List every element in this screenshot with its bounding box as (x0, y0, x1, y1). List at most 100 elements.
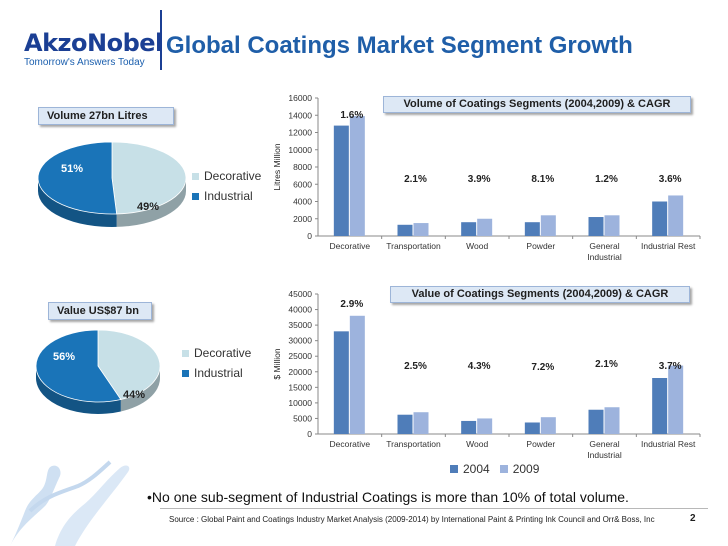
pie-volume-label: Volume 27bn Litres (38, 107, 174, 125)
x-tick-label: Transportation (386, 241, 441, 251)
legend-industrial: Industrial (204, 189, 253, 203)
x-tick-label: Industrial (587, 252, 622, 262)
bar-2004-decorative (333, 331, 349, 434)
pie-slice-label-decorative: 44% (123, 389, 145, 401)
y-tick-label: 12000 (288, 128, 312, 138)
y-tick-label: 2000 (293, 214, 312, 224)
bar-2004-wood (461, 222, 477, 236)
bar-2009-general-industrial (604, 215, 620, 236)
volume-bar-chart-title: Volume of Coatings Segments (2004,2009) … (383, 96, 691, 113)
pie-slice-label-industrial: 56% (53, 351, 75, 363)
akzonobel-figure-icon (10, 460, 130, 546)
pie-slice-industrial (37, 141, 118, 215)
legend-swatch-2004 (450, 465, 458, 473)
title-divider (160, 10, 162, 70)
bar-2004-powder (524, 422, 540, 434)
legend-decorative: Decorative (194, 346, 252, 360)
x-tick-label: Decorative (330, 439, 371, 449)
x-tick-label: Industrial (587, 450, 622, 460)
x-tick-label: Powder (526, 241, 555, 251)
value-bar-chart-title: Value of Coatings Segments (2004,2009) &… (390, 286, 690, 303)
bar-2004-decorative (333, 125, 349, 236)
y-tick-label: 35000 (288, 320, 312, 330)
page-title: Global Coatings Market Segment Growth (166, 32, 633, 59)
x-tick-label: Wood (466, 439, 488, 449)
cagr-annotation: 2.1% (595, 359, 618, 370)
bar-2004-powder (524, 222, 540, 236)
bar-2004-industrial-rest (652, 378, 668, 434)
footer-divider (160, 508, 708, 509)
legend-industrial: Industrial (194, 366, 243, 380)
pie-value-legend: Decorative Industrial (182, 343, 251, 383)
akzonobel-logo: AkzoNobel Tomorrow's Answers Today (24, 30, 163, 68)
y-tick-label: 8000 (293, 162, 312, 172)
legend-swatch-industrial (182, 369, 189, 377)
bar-2004-general-industrial (588, 409, 604, 434)
bar-2009-wood (477, 218, 493, 236)
y-tick-label: 30000 (288, 336, 312, 346)
page-number: 2 (690, 513, 696, 524)
legend-swatch-industrial (192, 192, 199, 200)
y-tick-label: 5000 (293, 413, 312, 423)
x-tick-label: General (589, 241, 619, 251)
y-tick-label: 25000 (288, 351, 312, 361)
source-citation: Source : Global Paint and Coatings Indus… (169, 515, 655, 524)
cagr-annotation: 4.3% (468, 361, 491, 372)
bar-2009-powder (540, 215, 556, 236)
legend-swatch-decorative (182, 349, 189, 357)
cagr-annotation: 7.2% (531, 362, 554, 373)
x-tick-label: Industrial Rest (641, 241, 696, 251)
y-tick-label: 0 (307, 231, 312, 241)
y-tick-label: 10000 (288, 145, 312, 155)
cagr-annotation: 2.1% (404, 174, 427, 185)
bar-2009-general-industrial (604, 407, 620, 434)
bar-2004-general-industrial (588, 217, 604, 236)
cagr-annotation: 3.7% (659, 361, 682, 372)
pie-slice-side-decorative (120, 366, 160, 412)
pie-chart-value: 44% 56% (35, 329, 161, 414)
y-tick-label: 6000 (293, 179, 312, 189)
x-tick-label: Transportation (386, 439, 441, 449)
y-tick-label: 15000 (288, 382, 312, 392)
volume-bar-chart: 0 2000 4000 6000 8000 10000 12000 14000 16000 Lit… (272, 93, 701, 262)
bar-2004-wood (461, 420, 477, 434)
logo-tagline: Tomorrow's Answers Today (24, 57, 145, 68)
pie-slice-decorative (97, 329, 161, 400)
pie-volume-legend: Decorative Industrial (192, 166, 261, 206)
bar-2009-decorative (349, 116, 365, 236)
logo-name: AkzoNobel (24, 29, 163, 57)
bar-legend: 2004 2009 (440, 462, 539, 476)
y-tick-label: 20000 (288, 367, 312, 377)
cagr-annotation: 2.5% (404, 361, 427, 372)
bar-2009-transportation (413, 412, 429, 434)
pie-slice-industrial (35, 329, 122, 403)
y-tick-label: 0 (307, 429, 312, 439)
pie-slice-side-decorative (116, 178, 186, 227)
cagr-annotation: 2.9% (340, 299, 363, 310)
bar-2009-transportation (413, 223, 429, 236)
cagr-annotation: 3.9% (468, 174, 491, 185)
y-tick-label: 40000 (288, 305, 312, 315)
y-tick-label: 16000 (288, 93, 312, 103)
pie-slice-label-decorative: 49% (137, 201, 159, 213)
footer-note: •No one sub-segment of Industrial Coatin… (147, 489, 629, 505)
x-tick-label: Wood (466, 241, 488, 251)
legend-2004: 2004 (463, 462, 490, 476)
legend-swatch-2009 (499, 465, 508, 473)
bar-2009-decorative (349, 315, 365, 434)
y-axis-label: Litres Million (272, 143, 282, 191)
legend-2009: 2009 (512, 462, 540, 476)
bar-2004-transportation (397, 224, 413, 236)
y-axis-label: $ Million (272, 348, 282, 379)
y-tick-label: 45000 (288, 289, 312, 299)
pie-slice-label-industrial: 51% (61, 163, 83, 175)
cagr-annotation: 8.1% (531, 174, 554, 185)
bar-2009-wood (477, 418, 493, 434)
cagr-annotation: 1.6% (340, 110, 363, 121)
bar-2009-powder (540, 417, 556, 434)
pie-slice-side-industrial (38, 178, 117, 227)
y-tick-label: 10000 (288, 398, 312, 408)
cagr-annotation: 3.6% (659, 174, 682, 185)
bar-2004-industrial-rest (652, 201, 668, 236)
